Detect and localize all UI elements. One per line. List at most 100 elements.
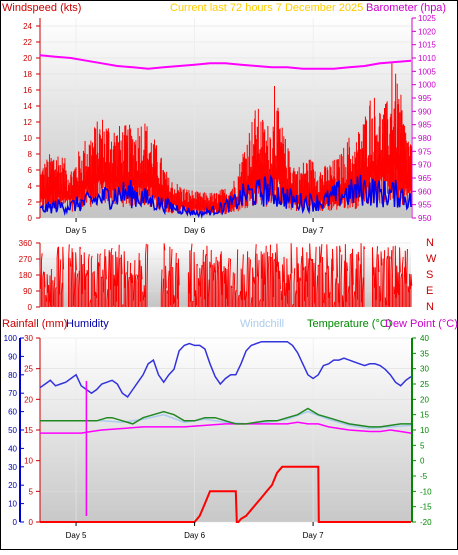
humidity-tick-label: 0 xyxy=(13,518,18,527)
chart-title: Current last 72 hours 7 December 2025 xyxy=(170,2,363,14)
humidity-tick-label: 70 xyxy=(8,389,17,398)
rain-tick-label: 30 xyxy=(24,334,33,343)
day-label: Day 6 xyxy=(184,226,205,235)
humidity-title: Humidity xyxy=(66,318,109,330)
rain-tick-label: 5 xyxy=(29,487,34,496)
windspeed-tick-label: 20 xyxy=(23,54,32,63)
dewpoint-series xyxy=(40,421,412,434)
barometer-tick-label: 990 xyxy=(418,107,432,116)
day-label: Day 6 xyxy=(184,531,205,540)
barometer-tick-label: 985 xyxy=(418,121,432,130)
temperature-tick-labels: -20 -15 -10 -5 0 5 10 15 20 25 30 35 40 xyxy=(412,334,432,527)
humidity-tick-labels: 0 10 20 30 40 50 60 70 80 90 100 xyxy=(4,334,24,527)
windspeed-tick-label: 10 xyxy=(23,134,32,143)
windspeed-tick-label: 16 xyxy=(23,86,32,95)
rainfall-title: Rainfall (mm) xyxy=(2,318,67,330)
windspeed-tick-label: 14 xyxy=(23,102,32,111)
rain-tick-label: 0 xyxy=(29,518,34,527)
barometer-title: Barometer (hpa) xyxy=(366,2,446,14)
windspeed-tick-label: 18 xyxy=(23,70,32,79)
rain-tick-label: 15 xyxy=(24,426,33,435)
barometer-tick-label: 1000 xyxy=(418,81,436,90)
windspeed-tick-label: 8 xyxy=(28,150,33,159)
windspeed-tick-label: 2 xyxy=(28,198,33,207)
barometer-tick-label: 1015 xyxy=(418,41,436,50)
compass-label-e: E xyxy=(426,285,433,297)
barometer-tick-label: 1005 xyxy=(418,67,436,76)
windspeed-tick-label: 0 xyxy=(28,214,33,223)
direction-tick-label: 180 xyxy=(19,271,33,280)
direction-series xyxy=(39,243,413,308)
temperature-tick-label: 30 xyxy=(420,365,429,374)
windspeed-tick-label: 24 xyxy=(23,22,32,31)
windspeed-tick-label: 12 xyxy=(23,118,32,127)
barometer-tick-label: 980 xyxy=(418,134,432,143)
barometer-tick-label: 965 xyxy=(418,174,432,183)
temperature-tick-label: -15 xyxy=(420,503,432,512)
temperature-tick-label: 5 xyxy=(420,441,425,450)
temperature-tick-label: 25 xyxy=(420,380,429,389)
wind-series xyxy=(39,54,412,219)
temperature-tick-label: 35 xyxy=(420,349,429,358)
temperature-tick-label: -5 xyxy=(420,472,428,481)
humidity-tick-label: 80 xyxy=(8,371,17,380)
rain-tick-labels: 0 5 10 15 20 25 30 xyxy=(24,334,40,527)
humidity-tick-label: 90 xyxy=(8,352,17,361)
humidity-tick-label: 30 xyxy=(8,463,17,472)
barometer-tick-label: 970 xyxy=(418,161,432,170)
humidity-tick-label: 20 xyxy=(8,481,17,490)
humidity-tick-label: 60 xyxy=(8,408,17,417)
windchill-title: Windchill xyxy=(240,318,284,330)
humidity-tick-label: 40 xyxy=(8,444,17,453)
windspeed-tick-label: 22 xyxy=(23,38,32,47)
temp-day-labels: Day 5 Day 6 Day 7 xyxy=(66,522,324,540)
day-label: Day 5 xyxy=(66,531,87,540)
compass-label-s: S xyxy=(426,269,433,281)
humidity-tick-label: 100 xyxy=(4,334,18,343)
rain-tick-label: 25 xyxy=(24,365,33,374)
barometer-tick-label: 975 xyxy=(418,147,432,156)
wind-day-labels: Day 5 Day 6 Day 7 xyxy=(66,218,324,235)
direction-tick-label: 360 xyxy=(19,239,33,248)
temperature-tick-label: 20 xyxy=(420,395,429,404)
windspeed-title: Windspeed (kts) xyxy=(2,2,81,14)
windspeed-gust-series xyxy=(39,62,412,215)
windspeed-tick-label: 6 xyxy=(28,166,33,175)
barometer-tick-label: 995 xyxy=(418,94,432,103)
humidity-tick-label: 10 xyxy=(8,500,17,509)
windchill-series xyxy=(40,410,412,430)
wind-average-series xyxy=(39,174,412,219)
barometer-series xyxy=(39,54,412,70)
rain-tick-label: 10 xyxy=(24,457,33,466)
direction-tick-label: 90 xyxy=(23,287,32,296)
temperature-tick-label: -10 xyxy=(420,487,432,496)
barometer-tick-label: 950 xyxy=(418,214,432,223)
barometer-tick-label: 1010 xyxy=(418,54,436,63)
day-label: Day 5 xyxy=(66,226,87,235)
temperature-tick-label: 0 xyxy=(420,457,425,466)
humidity-series xyxy=(39,340,412,398)
direction-tick-labels: 0 90 180 270 360 xyxy=(19,239,40,312)
compass-label-n: N xyxy=(426,301,434,313)
temperature-tick-label: -20 xyxy=(420,518,432,527)
wind-direction-series xyxy=(39,243,413,308)
direction-tick-label: 270 xyxy=(19,255,33,264)
direction-tick-label: 0 xyxy=(28,303,33,312)
temperature-tick-label: 15 xyxy=(420,411,429,420)
temp-series xyxy=(39,340,412,523)
compass-label-w: W xyxy=(426,253,437,265)
barometer-tick-label: 1020 xyxy=(418,27,436,36)
barometer-tick-label: 960 xyxy=(418,187,432,196)
temperature-title: Temperature (°C) xyxy=(307,318,391,330)
temperature-tick-label: 10 xyxy=(420,426,429,435)
barometer-tick-labels: 950 955 960 965 970 975 980 985 990 995 1000 1005 10… xyxy=(412,14,436,223)
day-label: Day 7 xyxy=(303,531,324,540)
barometer-tick-label: 955 xyxy=(418,201,432,210)
rain-tick-label: 20 xyxy=(24,395,33,404)
dewpoint-title: Dew Point (°C) xyxy=(385,318,458,330)
compass-label-n: N xyxy=(426,237,434,249)
temperature-tick-label: 40 xyxy=(420,334,429,343)
